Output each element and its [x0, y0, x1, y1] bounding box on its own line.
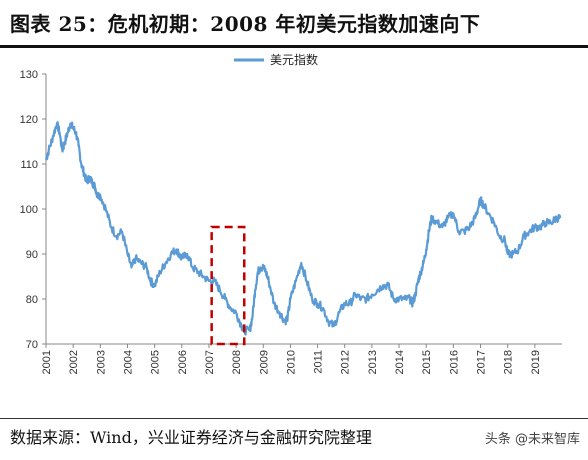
x-tick-label: 2016	[448, 350, 460, 374]
footer-rule	[0, 418, 588, 419]
x-tick-label: 2006	[177, 350, 189, 374]
y-tick-label: 130	[20, 69, 38, 81]
chart-title: 图表 25：危机初期：2008 年初美元指数加速向下	[10, 12, 481, 36]
y-axis-ticks: 70 80 90 100 110 120 130	[20, 69, 46, 351]
x-tick-label: 2018	[503, 350, 515, 374]
highlight-box-2008	[210, 225, 246, 346]
x-tick-label: 2007	[204, 350, 216, 374]
x-tick-label: 2014	[394, 350, 406, 374]
x-tick-label: 2002	[68, 350, 80, 374]
x-tick-label: 2011	[313, 350, 325, 374]
x-tick-label: 2015	[421, 350, 433, 374]
watermark: 头条 @未来智库	[484, 432, 580, 447]
x-tick-label: 2012	[340, 350, 352, 374]
x-tick-label: 2010	[285, 350, 297, 374]
x-tick-label: 2013	[367, 350, 379, 374]
y-tick-label: 80	[26, 294, 38, 306]
y-tick-label: 100	[20, 204, 38, 216]
legend: 美元指数	[234, 52, 318, 67]
x-tick-label: 2001	[41, 350, 53, 374]
y-tick-label: 70	[26, 339, 38, 351]
source-note: 数据来源：Wind，兴业证券经济与金融研究院整理	[10, 428, 372, 447]
y-tick-label: 120	[20, 114, 38, 126]
series-line-dollar-index	[44, 121, 562, 336]
x-tick-label: 2017	[476, 350, 488, 374]
x-tick-label: 2009	[258, 350, 270, 374]
y-tick-label: 110	[20, 159, 38, 171]
x-axis-ticks: 2001 2002 2003 2004 2005 2006 2007 2008 2009 2010…	[41, 344, 542, 374]
x-tick-label: 2003	[95, 350, 107, 374]
title-rule	[0, 45, 588, 48]
x-tick-label: 2019	[530, 350, 542, 374]
y-tick-label: 90	[26, 249, 38, 261]
x-tick-label: 2005	[150, 350, 162, 374]
legend-label: 美元指数	[270, 52, 318, 67]
x-tick-label: 2008	[231, 350, 243, 374]
x-tick-label: 2004	[122, 350, 134, 374]
